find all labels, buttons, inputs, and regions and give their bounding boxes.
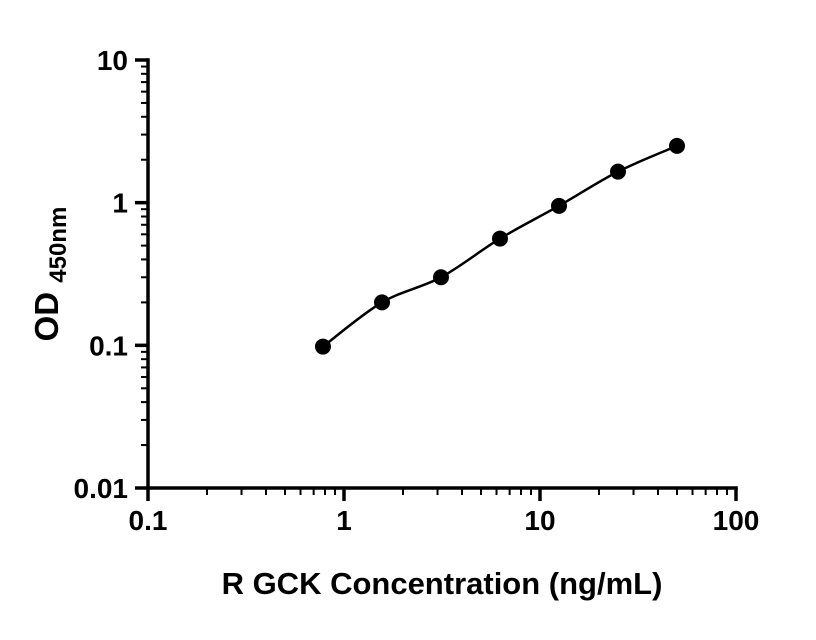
y-axis-title-main: OD <box>28 292 65 342</box>
x-tick-label: 0.1 <box>129 505 168 536</box>
y-tick-label: 1 <box>112 188 128 219</box>
y-axis-title-subscript: 450nm <box>45 207 72 283</box>
y-axis-title: OD 450nm <box>28 207 72 342</box>
x-tick-label: 100 <box>713 505 760 536</box>
data-series <box>314 137 685 355</box>
data-point <box>432 269 449 286</box>
x-tick-label: 10 <box>524 505 555 536</box>
data-point <box>314 338 331 355</box>
axes <box>135 58 738 501</box>
y-tick-label: 10 <box>97 45 128 76</box>
y-tick-label: 0.01 <box>74 473 129 504</box>
data-point <box>374 294 391 311</box>
x-tick-label: 1 <box>336 505 352 536</box>
data-point <box>550 197 567 214</box>
data-point <box>491 230 508 247</box>
y-tick-label: 0.1 <box>89 330 128 361</box>
data-point <box>668 137 685 154</box>
x-axis-title: R GCK Concentration (ng/mL) <box>222 566 663 601</box>
data-point <box>609 163 626 180</box>
